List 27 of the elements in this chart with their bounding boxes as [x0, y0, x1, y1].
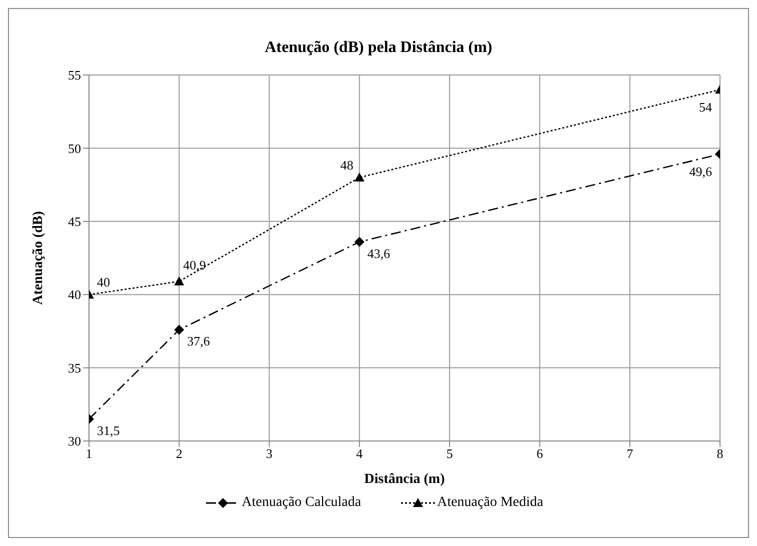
x-tick-label: 1	[86, 446, 92, 462]
y-tick-label: 30	[68, 434, 81, 449]
x-tick-label: 6	[536, 446, 544, 462]
x-axis-title: Distância (m)	[364, 472, 446, 487]
x-tick-label: 4	[356, 446, 364, 462]
y-tick-label: 40	[68, 287, 81, 302]
data-label: 40	[97, 274, 110, 290]
data-label: 31,5	[97, 423, 120, 438]
y-tick-label: 55	[68, 68, 81, 83]
data-label: 54	[699, 100, 712, 115]
legend-label: Atenuação Calculada	[240, 495, 362, 511]
y-tick-label: 45	[68, 214, 81, 230]
legend-label: Atenuação Medida	[436, 495, 544, 511]
data-label: 48	[340, 157, 354, 172]
x-tick-label: 7	[626, 446, 634, 462]
x-tick-label: 5	[446, 446, 453, 462]
y-tick-label: 50	[68, 140, 81, 156]
data-label: 40,9	[183, 257, 206, 272]
y-tick-label: 35	[68, 360, 81, 376]
data-label: 49,6	[689, 164, 712, 180]
data-label: 43,6	[367, 246, 391, 261]
x-tick-label: 2	[176, 446, 182, 462]
chart-title: Atenução (dB) pela Distância (m)	[264, 39, 494, 58]
y-axis-title: Atenuação (dB)	[30, 210, 46, 305]
x-tick-label: 3	[266, 446, 273, 462]
data-label: 37,6	[187, 334, 210, 349]
x-tick-label: 8	[716, 446, 724, 462]
